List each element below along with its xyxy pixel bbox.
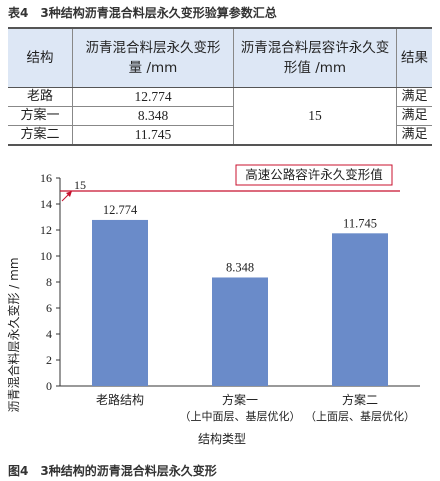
y-tick-label: 0: [46, 379, 52, 393]
x-tick-sublabel: （上面层、基层优化）: [305, 409, 415, 423]
bar: [92, 219, 148, 386]
row-structure: 老路: [8, 87, 73, 107]
y-tick-label: 14: [40, 197, 52, 211]
table-row: 老路 12.774 15 满足: [8, 87, 432, 146]
y-tick-label: 10: [40, 249, 52, 263]
bar-value-label: 8.348: [226, 260, 254, 274]
table-caption: 表4 3种结构沥青混合料层永久变形验算参数汇总: [8, 6, 277, 20]
header-structure: 结构: [8, 27, 73, 88]
y-axis-label: 沥青混合料层永久变形 / mm: [6, 257, 21, 412]
y-tick-label: 8: [46, 275, 52, 289]
row-result: 满足: [396, 87, 432, 107]
reference-arrow-head: [66, 191, 72, 197]
bar-value-label: 11.745: [343, 216, 377, 230]
table-row: 方案二 11.745 满足: [8, 125, 432, 146]
chart-bars: [92, 219, 388, 386]
allowable-cell: 15: [233, 87, 397, 146]
row-structure: 方案一: [8, 106, 73, 126]
chart-labels: 12.774 老路结构 8.348 方案一 （上中面层、基层优化） 11.745 方案二 （上…: [96, 203, 415, 423]
row-deformation: 8.348: [72, 106, 234, 126]
y-tick-label: 12: [40, 223, 52, 237]
y-tick-label: 2: [46, 353, 52, 367]
header-allowable: 沥青混合料层容许永久变形值 /mm: [233, 27, 397, 88]
header-result: 结果: [396, 27, 432, 88]
table-header-row: 结构 沥青混合料层永久变形量 /mm 沥青混合料层容许永久变形值 /mm 结果: [8, 27, 432, 88]
bar: [332, 233, 388, 386]
row-result: 满足: [396, 106, 432, 126]
header-deformation: 沥青混合料层永久变形量 /mm: [72, 27, 234, 88]
y-tick-label: 4: [46, 327, 52, 341]
row-deformation: 12.774: [72, 87, 234, 107]
x-tick-label: 老路结构: [96, 392, 144, 407]
row-deformation: 11.745: [72, 125, 234, 146]
x-axis-label: 结构类型: [198, 431, 246, 446]
reference-value-label: 15: [74, 178, 86, 192]
y-tick-label: 16: [40, 171, 52, 185]
reference-annotation: 高速公路容许永久变形值: [245, 167, 383, 182]
figure-caption: 图4 3种结构的沥青混合料层永久变形: [8, 464, 217, 478]
y-tick-label: 6: [46, 301, 52, 315]
summary-table-wrap: 结构 沥青混合料层永久变形量 /mm 沥青混合料层容许永久变形值 /mm 结果 …: [8, 27, 432, 146]
x-tick-label: 方案二: [342, 392, 378, 407]
x-tick-sublabel: （上中面层、基层优化）: [180, 409, 301, 423]
reference-annotation-box: [235, 164, 393, 186]
deformation-bar-chart: 0 2 4 6 8 10 12 14 16 15 高速公路容许永久变形值 12.774 老路结构 8.3…: [6, 164, 420, 446]
row-result: 满足: [396, 125, 432, 146]
bar-value-label: 12.774: [103, 203, 138, 217]
x-tick-label: 方案一: [222, 392, 258, 407]
summary-table: 结构 沥青混合料层永久变形量 /mm 沥青混合料层容许永久变形值 /mm 结果 …: [8, 27, 432, 146]
table-row: 方案一 8.348 满足: [8, 106, 432, 126]
row-structure: 方案二: [8, 125, 73, 146]
bar: [212, 277, 268, 386]
